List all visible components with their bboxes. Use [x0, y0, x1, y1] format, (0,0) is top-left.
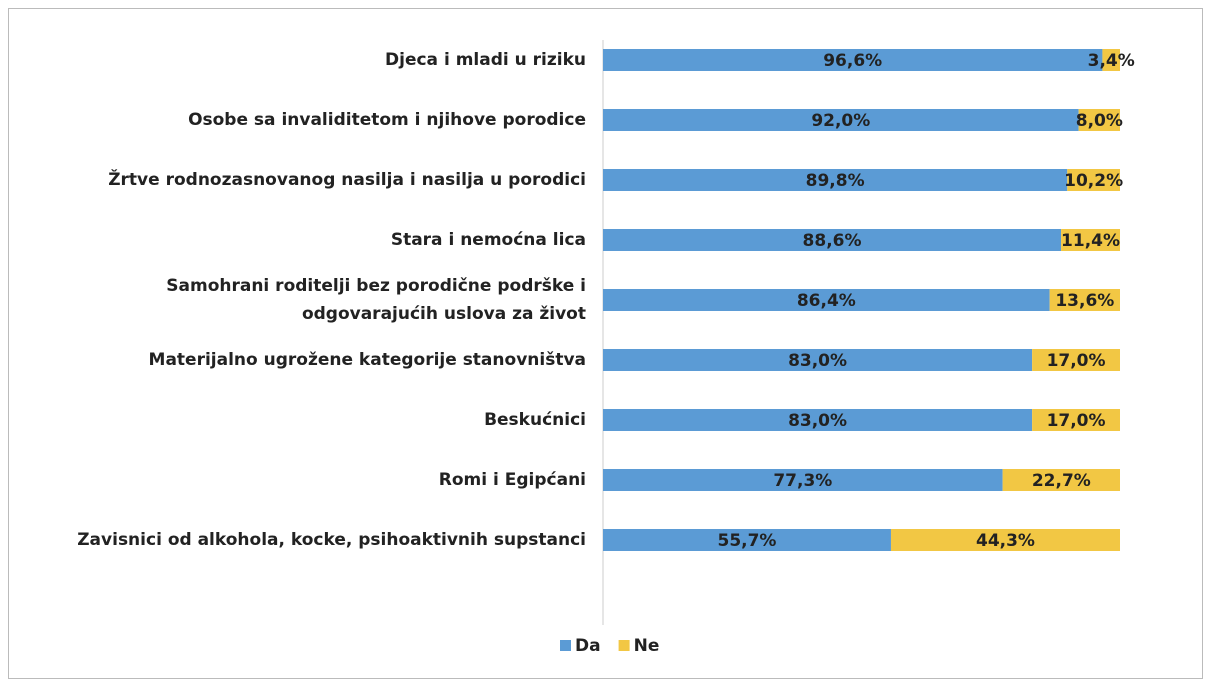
value-label: 8,0% — [1076, 111, 1123, 131]
bar-segment — [1067, 169, 1120, 191]
bar-segment — [603, 409, 1033, 431]
value-label: 11,4% — [1061, 231, 1120, 251]
bar-segment — [1049, 289, 1120, 311]
value-label: 88,6% — [803, 231, 862, 251]
value-label: 55,7% — [717, 531, 776, 551]
legend-label: Da — [575, 636, 601, 656]
category-label: Osobe sa invaliditetom i njihove porodic… — [188, 110, 586, 130]
value-label: 17,0% — [1047, 351, 1106, 371]
legend-swatch — [618, 640, 630, 651]
value-label: 83,0% — [788, 351, 847, 371]
value-label: 44,3% — [976, 531, 1035, 551]
bar-segment — [890, 529, 1120, 551]
bar-segment — [603, 109, 1079, 131]
category-label: Djeca i mladi u riziku — [385, 50, 586, 70]
value-label: 77,3% — [773, 471, 832, 491]
legend-swatch — [560, 640, 571, 651]
category-label: Samohrani roditelji bez porodične podršk… — [166, 276, 586, 324]
bar-segment — [1032, 349, 1120, 371]
value-label: 13,6% — [1055, 291, 1114, 311]
legend-label: Ne — [634, 636, 660, 656]
category-label: Beskućnici — [484, 410, 586, 430]
bar-segment — [603, 529, 891, 551]
value-label: 10,2% — [1064, 171, 1123, 191]
category-label: Žrtve rodnozasnovanog nasilja i nasilja … — [108, 170, 586, 190]
bar-segment — [1061, 229, 1120, 251]
value-label: 22,7% — [1032, 471, 1091, 491]
value-label: 89,8% — [806, 171, 865, 191]
bar-segment — [1032, 409, 1120, 431]
value-label: 96,6% — [823, 51, 882, 71]
value-label: 86,4% — [797, 291, 856, 311]
value-label: 17,0% — [1047, 411, 1106, 431]
bar-segment — [603, 469, 1003, 491]
value-label: 3,4% — [1088, 51, 1135, 71]
value-label: 92,0% — [811, 111, 870, 131]
value-label: 83,0% — [788, 411, 847, 431]
bar-segment — [603, 289, 1050, 311]
bar-segment — [603, 169, 1068, 191]
category-label: Materijalno ugrožene kategorije stanovni… — [148, 350, 586, 370]
bar-segment — [1002, 469, 1120, 491]
category-label: Romi i Egipćani — [438, 470, 586, 490]
bar-segment — [1102, 49, 1120, 71]
category-label: Zavisnici od alkohola, kocke, psihoaktiv… — [77, 530, 586, 550]
category-label: Stara i nemoćna lica — [390, 230, 586, 250]
bar-segment — [603, 49, 1103, 71]
bar-segment — [603, 349, 1033, 371]
bar-segment — [1078, 109, 1120, 131]
bar-segment — [603, 229, 1062, 251]
